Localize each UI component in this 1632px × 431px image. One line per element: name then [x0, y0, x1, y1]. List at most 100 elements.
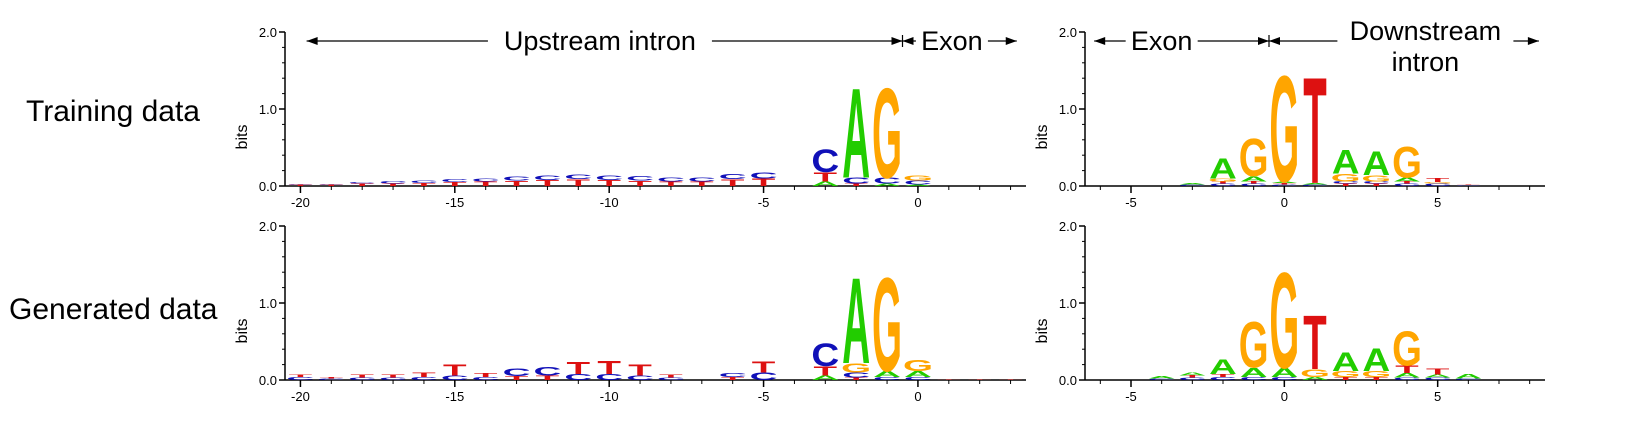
- logo-letter-C: C: [287, 376, 315, 381]
- logo-letter-C: C: [595, 174, 623, 181]
- logo-letter-T: T: [721, 376, 745, 381]
- x-tick-label: -15: [445, 195, 464, 210]
- logo-letter-C: C: [1209, 376, 1237, 381]
- logo-letter-T: T: [505, 179, 529, 187]
- logo-letter-C: C: [348, 182, 376, 184]
- logo-letter-C: C: [410, 376, 438, 381]
- logo-letter-T: T: [350, 374, 374, 379]
- logo-letter-C: C: [379, 377, 407, 381]
- logo-letter-T: T: [1395, 181, 1419, 185]
- logo-letter-T: T: [412, 182, 436, 187]
- y-tick-label: 0.0: [1059, 373, 1077, 388]
- logo-letter-A: A: [1362, 343, 1390, 378]
- logo-letter-G: G: [1239, 309, 1269, 382]
- logo-letter-T: T: [1303, 47, 1326, 216]
- logo-letter-A: A: [1424, 374, 1452, 379]
- logo-letter-T: T: [597, 178, 621, 187]
- logo-letter-T: T: [1273, 182, 1297, 184]
- logo-letter-T: T: [1365, 183, 1389, 187]
- logo-letter-C: C: [534, 365, 562, 378]
- logo-letter-A: A: [842, 252, 870, 390]
- logo-letter-G: G: [1392, 137, 1422, 188]
- logo-letter-G: G: [903, 357, 933, 375]
- logo-letter-T: T: [505, 375, 529, 381]
- logo-letter-C: C: [1424, 377, 1452, 381]
- logo-letter-C: C: [750, 370, 778, 382]
- logo-letter-T: T: [536, 178, 560, 187]
- logo-letter-C: C: [719, 172, 747, 180]
- logo-letter-C: C: [904, 180, 932, 186]
- logo-letter-T: T: [1365, 376, 1389, 381]
- logo-letter-C: C: [533, 174, 561, 181]
- x-tick-label: -15: [445, 389, 464, 404]
- logo-letter-G: G: [1361, 174, 1391, 184]
- y-tick-label: 0.0: [259, 373, 277, 388]
- logo-letter-A: A: [1209, 355, 1237, 379]
- logo-letter-T: T: [1303, 300, 1326, 386]
- logo-letter-A: A: [1240, 175, 1268, 183]
- logo-letter-T: T: [320, 184, 344, 186]
- logo-letter-T: T: [1395, 364, 1418, 376]
- logo-letter-C: C: [317, 378, 345, 380]
- row-label-generated: Generated data: [9, 293, 218, 326]
- logo-letter-C: C: [750, 171, 778, 180]
- logo-letter-C: C: [1454, 185, 1482, 186]
- region-label-intron: intron: [1392, 47, 1460, 77]
- logo-letter-A: A: [1393, 176, 1421, 182]
- logo-letter-C: C: [441, 178, 469, 183]
- logo-letter-T: T: [443, 181, 467, 187]
- logo-letter-G: G: [841, 361, 871, 375]
- logo-letter-C: C: [503, 366, 531, 378]
- y-tick-label: 2.0: [259, 219, 277, 234]
- logo-letter-A: A: [1209, 153, 1237, 185]
- x-tick-label: 5: [1434, 195, 1441, 210]
- x-tick-label: -20: [291, 389, 310, 404]
- logo-letter-A: A: [1362, 144, 1390, 183]
- logo-letter-A: A: [1454, 373, 1482, 380]
- logo-letter-A: A: [904, 184, 932, 186]
- logo-letter-A: A: [1332, 347, 1360, 377]
- logo-letter-T: T: [1242, 181, 1266, 185]
- logo-letter-C: C: [904, 376, 932, 381]
- logo-letter-T: T: [690, 180, 714, 187]
- logo-letter-C: C: [317, 183, 345, 184]
- x-tick-label: 0: [1281, 195, 1288, 210]
- logo-letter-A: A: [811, 374, 839, 381]
- x-tick-label: -10: [600, 389, 619, 404]
- logo-letter-C: C: [688, 177, 716, 183]
- logo-letter-C: C: [719, 372, 747, 378]
- y-tick-label: 1.0: [259, 102, 277, 117]
- logo-letter-C: C: [842, 371, 870, 379]
- logo-letter-C: C: [379, 181, 407, 185]
- x-tick-label: -5: [758, 389, 770, 404]
- logo-letter-A: A: [1393, 372, 1421, 379]
- logo-letter-T: T: [814, 364, 838, 378]
- logo-letter-G: G: [1269, 46, 1299, 215]
- logo-letter-G: G: [1423, 182, 1453, 184]
- logo-letter-C: C: [1178, 377, 1206, 381]
- logo-letter-T: T: [999, 379, 1023, 380]
- logo-letter-T: T: [1426, 367, 1449, 377]
- logo-letter-C: C: [657, 177, 685, 183]
- logo-letter-A: A: [1301, 182, 1329, 184]
- logo-letter-T: T: [937, 379, 961, 380]
- logo-letter-C: C: [1209, 183, 1237, 187]
- logo-letter-C: C: [1393, 183, 1421, 187]
- logo-letter-C: C: [595, 372, 623, 381]
- logo-letter-C: C: [1362, 181, 1390, 185]
- logo-letter-T: T: [443, 361, 467, 379]
- logo-letter-G: G: [1331, 172, 1361, 184]
- logo-letter-T: T: [1211, 181, 1235, 185]
- y-tick-label: 0.0: [259, 179, 277, 194]
- logo-letter-G: G: [1300, 367, 1330, 379]
- logo-letter-T: T: [381, 374, 405, 379]
- row-label-training: Training data: [26, 95, 200, 128]
- logo-letter-C: C: [472, 177, 500, 182]
- logo-letter-T: T: [350, 183, 374, 187]
- region-label-upstream-intron: Upstream intron: [504, 26, 696, 56]
- logo-letter-C: C: [873, 376, 901, 381]
- logo-letter-T: T: [1181, 375, 1205, 379]
